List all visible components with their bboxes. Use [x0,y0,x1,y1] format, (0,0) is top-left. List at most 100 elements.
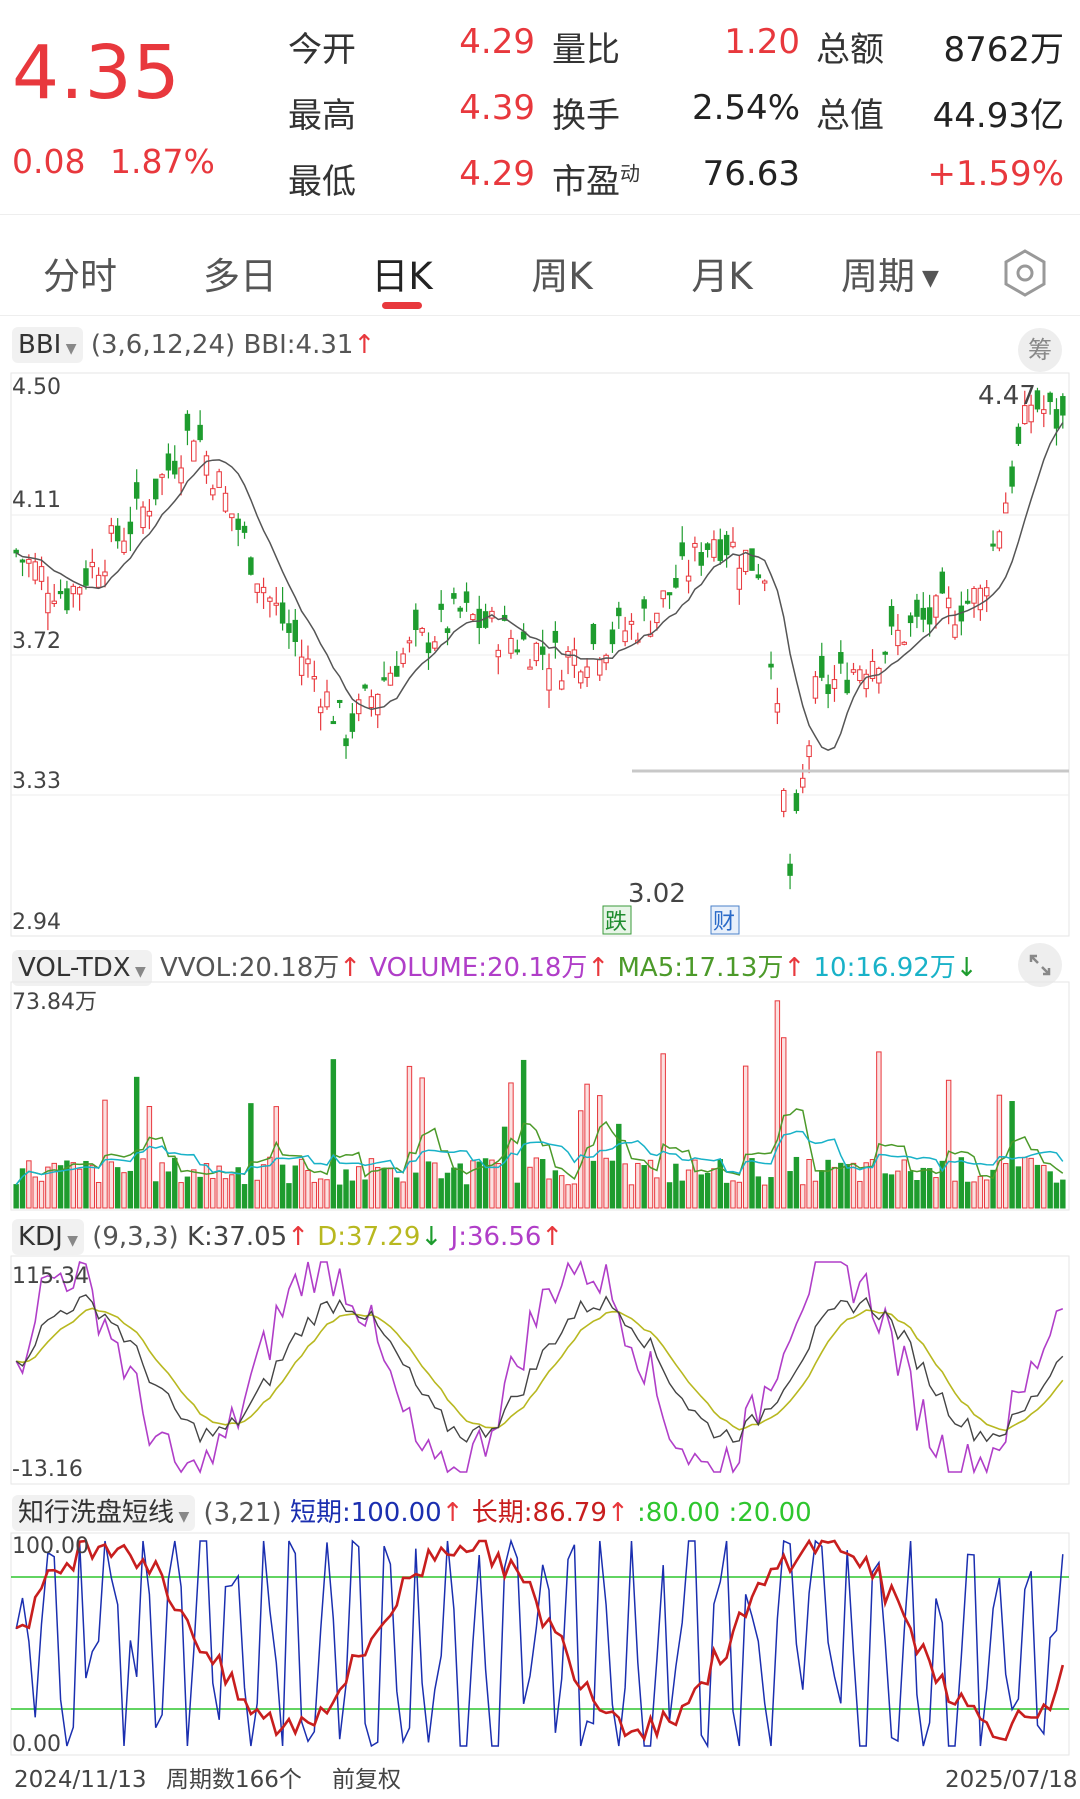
triangle-down-icon: ▼ [130,964,146,980]
volume-bar [444,1172,451,1209]
candle-body [45,592,51,614]
chip-distribution-button[interactable]: 筹 [1018,328,1062,372]
volume-bar [660,1053,666,1209]
tab-period-dropdown[interactable]: 周期 ▼ [841,255,939,298]
volume-bar [819,1170,825,1209]
candle-body [983,587,990,597]
volume-bar [495,1163,501,1209]
candle-body [736,567,743,590]
kdj-j-line [15,1259,1064,1475]
stat-value-volume-ratio: 1.20 [724,22,800,62]
candle-body [1034,390,1041,410]
volume-bar [191,1169,197,1209]
volume-bar [983,1179,990,1209]
kdj-d-line [16,1307,1064,1432]
volume-bar [241,1184,248,1209]
candle-body [355,699,362,715]
volume-bar [749,1158,755,1209]
bbi-selector[interactable]: BBI ▼ [12,327,83,363]
volume-bar [990,1169,996,1209]
volume-bar [83,1160,89,1209]
drop-badge[interactable] [602,905,632,935]
volume-bar [45,1166,51,1209]
volume-bar [704,1172,711,1209]
volume-bar [1060,1179,1066,1209]
finance-badge[interactable] [710,905,740,935]
vol-ma5-line [15,1108,1064,1186]
volume-bar [235,1167,241,1209]
volume-bar [723,1182,730,1209]
candle-body [704,543,711,550]
vol-legend: VOL-TDX ▼ VVOL:20.18万↑ VOLUME:20.18万↑ MA… [12,947,978,986]
tab-intraday[interactable]: 分时 [43,255,117,298]
volume-bar [482,1158,489,1209]
tab-weekly-k[interactable]: 周K [531,255,593,298]
stat-value-turnover: 2.54% [691,88,800,128]
volume-bar [888,1174,895,1209]
tab-multi-day[interactable]: 多日 [203,255,277,298]
volume-bar [311,1181,318,1209]
volume-bar [286,1183,292,1209]
volume-bar [774,1000,781,1209]
volume-bar [317,1178,324,1209]
volume-bar [793,1156,800,1209]
candle-body [926,607,933,625]
candle-body [857,669,863,682]
candle-body [685,575,692,582]
volume-bar [647,1159,654,1209]
volume-bar [102,1099,108,1209]
candle-body [825,684,831,695]
candle-body [108,525,115,534]
candle-body [939,571,946,594]
stat-value-open: 4.29 [459,22,535,62]
candle-body [920,607,926,620]
volume-bar [673,1163,679,1209]
candle-body [286,623,292,633]
kdj-panel[interactable]: 115.34 -13.16 [10,1255,1070,1485]
candle-body [292,619,299,642]
expand-icon[interactable] [1018,943,1062,987]
volume-bar [806,1158,812,1209]
volume-bar [533,1157,540,1209]
volume-bar [121,1172,127,1209]
candle-body [628,620,635,625]
volume-bar [666,1182,673,1209]
candle-body [317,706,324,714]
candle-body [768,663,774,668]
candle-body [438,603,444,610]
tab-daily-k[interactable]: 日K [371,255,433,298]
tab-monthly-k[interactable]: 月K [691,255,753,298]
long-term-line [15,1538,1065,1742]
volume-bar [520,1059,527,1209]
volume-bar [501,1126,508,1209]
high-marker-label: 4.47 [978,381,1036,411]
y-tick-333: 3.33 [12,769,61,794]
volume-bar [844,1164,850,1209]
volume-panel[interactable]: 73.84万 [10,981,1070,1211]
volume-bar [95,1181,102,1209]
candle-body [463,591,470,603]
candle-body [184,413,191,431]
candle-body [444,628,451,633]
candle-body [698,552,704,566]
candle-body [13,549,19,554]
volume-bar [153,1181,159,1209]
kline-panel[interactable]: 4.50 4.11 3.72 3.33 2.94 4.47 3.02 跌 财 [10,372,1070,937]
volume-bar [26,1160,32,1209]
candle-body [1041,409,1047,414]
period-count: 周期数166个 [166,1767,302,1793]
wash-panel[interactable]: 100.00 0.00 [10,1532,1070,1757]
volume-bar [133,1076,140,1209]
kdj-selector[interactable]: KDJ ▼ [12,1219,84,1255]
volume-bar [324,1179,330,1209]
volume-bar [463,1184,470,1209]
candle-body [666,592,673,596]
candle-body [742,549,749,573]
hexagon-gear-icon[interactable] [1000,248,1050,302]
volume-bar [565,1184,571,1209]
wash-selector[interactable]: 知行洗盘短线 ▼ [12,1495,196,1531]
volume-bar [76,1168,83,1209]
candle-body [210,488,216,496]
vol-selector[interactable]: VOL-TDX ▼ [12,950,152,986]
volume-bar [368,1158,375,1209]
